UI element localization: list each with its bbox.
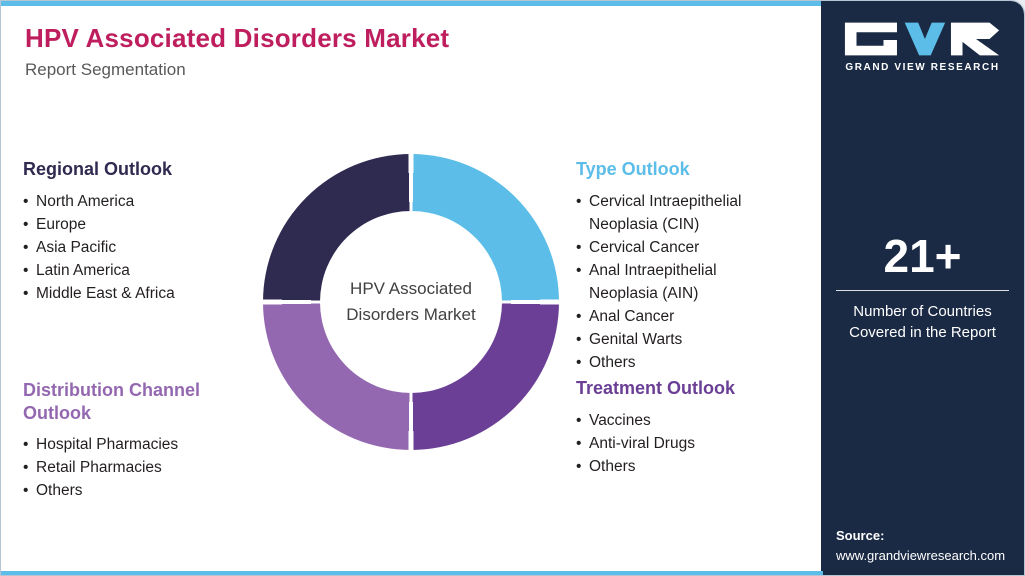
page-title: HPV Associated Disorders Market bbox=[25, 23, 450, 53]
type-outlook-list: Cervical Intraepithelial Neoplasia (CIN)… bbox=[576, 190, 781, 374]
gvr-logo-icon bbox=[844, 22, 999, 56]
countries-count: 21+ bbox=[883, 230, 962, 282]
treatment-outlook-list: Vaccines Anti-viral Drugs Others bbox=[576, 409, 781, 478]
list-item: Cervical Intraepithelial Neoplasia (CIN) bbox=[576, 190, 781, 236]
list-item: Hospital Pharmacies bbox=[23, 433, 233, 456]
source: Source: www.grandviewresearch.com bbox=[836, 528, 1005, 563]
treatment-outlook-heading: Treatment Outlook bbox=[576, 378, 736, 398]
countries-stat: 21+ Number of Countries Covered in the R… bbox=[836, 231, 1009, 343]
regional-outlook-heading: Regional Outlook bbox=[23, 159, 173, 179]
type-outlook-heading: Type Outlook bbox=[576, 159, 690, 179]
donut-center-label: HPV Associated Disorders Market bbox=[346, 278, 476, 324]
source-label: Source: bbox=[836, 528, 885, 543]
list-item: North America bbox=[23, 190, 258, 213]
regional-outlook-section: Regional Outlook North America Europe As… bbox=[23, 158, 258, 305]
list-item: Anal Cancer bbox=[576, 305, 781, 328]
stat-divider bbox=[836, 289, 1009, 291]
source-url: www.grandviewresearch.com bbox=[836, 548, 1006, 563]
list-item: Latin America bbox=[23, 259, 258, 282]
list-item: Anti-viral Drugs bbox=[576, 432, 781, 455]
list-item: Others bbox=[576, 351, 781, 374]
donut-chart: HPV Associated Disorders Market bbox=[263, 154, 559, 450]
list-item: Vaccines bbox=[576, 409, 781, 432]
list-item: Others bbox=[23, 479, 233, 502]
top-accent-strip bbox=[1, 1, 823, 6]
distribution-channel-outlook-section: Distribution Channel Outlook Hospital Ph… bbox=[23, 379, 233, 502]
list-item: Cervical Cancer bbox=[576, 236, 781, 259]
donut-hole: HPV Associated Disorders Market bbox=[320, 211, 502, 393]
list-item: Middle East & Africa bbox=[23, 282, 258, 305]
logo-text: GRAND VIEW RESEARCH bbox=[845, 62, 1000, 73]
regional-outlook-list: North America Europe Asia Pacific Latin … bbox=[23, 190, 258, 305]
list-item: Europe bbox=[23, 213, 258, 236]
page-subtitle: Report Segmentation bbox=[25, 60, 186, 79]
grand-view-research-logo: GRAND VIEW RESEARCH bbox=[821, 21, 1024, 73]
list-item: Retail Pharmacies bbox=[23, 456, 233, 479]
sidebar: GRAND VIEW RESEARCH 21+ Number of Countr… bbox=[821, 1, 1024, 575]
list-item: Asia Pacific bbox=[23, 236, 258, 259]
list-item: Genital Warts bbox=[576, 328, 781, 351]
distribution-channel-outlook-heading: Distribution Channel Outlook bbox=[23, 380, 200, 423]
list-item: Anal Intraepithelial Neoplasia (AIN) bbox=[576, 259, 781, 305]
countries-label: Number of Countries Covered in the Repor… bbox=[849, 302, 996, 341]
treatment-outlook-section: Treatment Outlook Vaccines Anti-viral Dr… bbox=[576, 377, 781, 478]
list-item: Others bbox=[576, 455, 781, 478]
type-outlook-section: Type Outlook Cervical Intraepithelial Ne… bbox=[576, 158, 781, 374]
bottom-accent-strip bbox=[1, 571, 823, 575]
distribution-channel-outlook-list: Hospital Pharmacies Retail Pharmacies Ot… bbox=[23, 433, 233, 502]
header: HPV Associated Disorders Market Report S… bbox=[25, 23, 449, 80]
